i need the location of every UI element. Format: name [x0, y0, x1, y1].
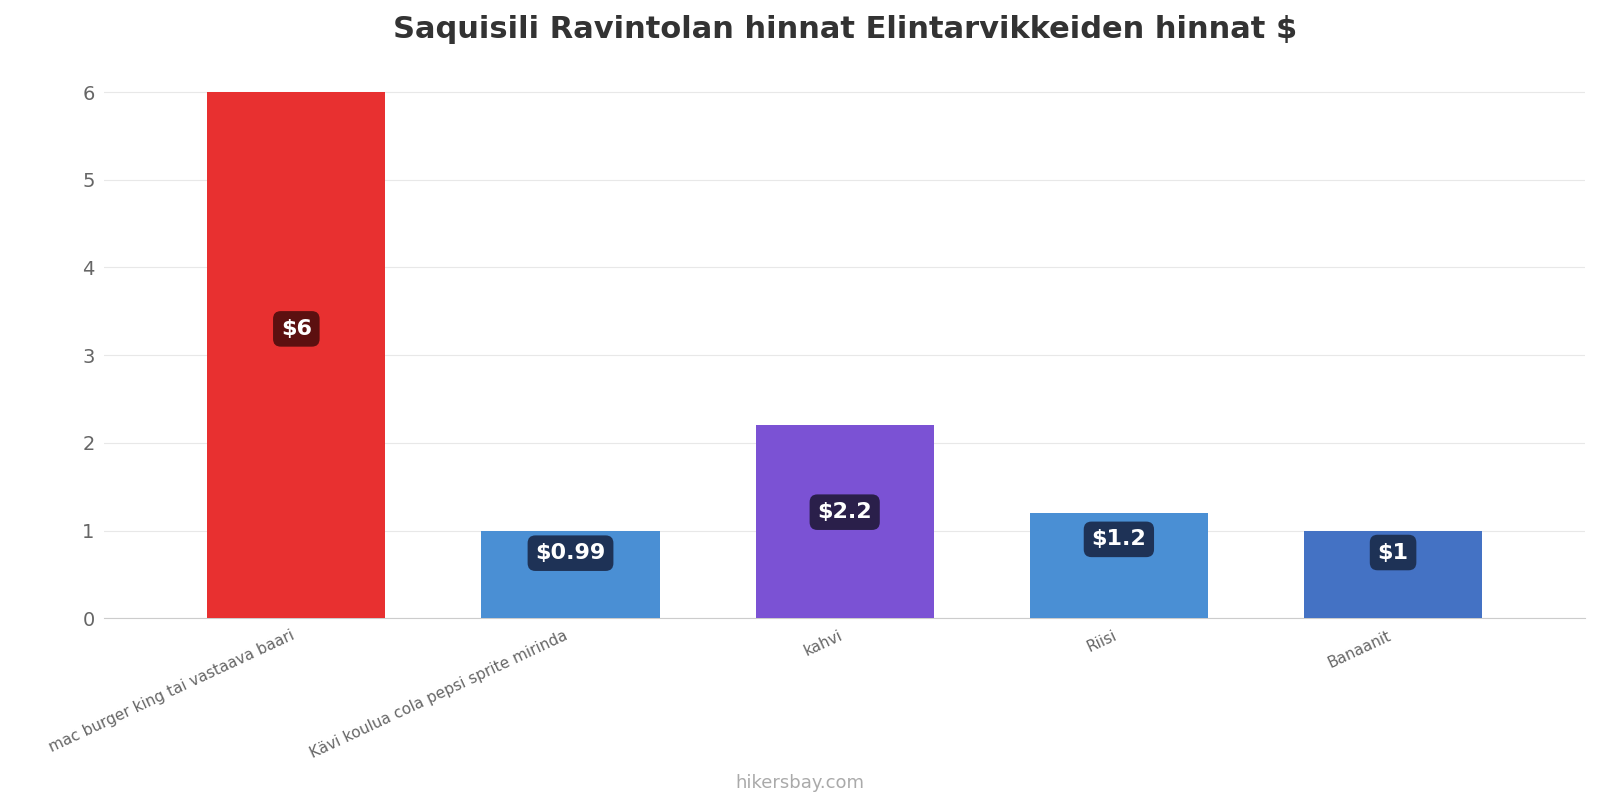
Text: $1.2: $1.2	[1091, 530, 1146, 550]
Bar	[482, 531, 659, 618]
Text: $6: $6	[282, 319, 312, 339]
Text: $0.99: $0.99	[536, 543, 606, 563]
Text: $1: $1	[1378, 542, 1408, 562]
Title: Saquisili Ravintolan hinnat Elintarvikkeiden hinnat $: Saquisili Ravintolan hinnat Elintarvikke…	[392, 15, 1298, 44]
Text: hikersbay.com: hikersbay.com	[736, 774, 864, 792]
Bar	[1304, 530, 1482, 618]
Bar	[208, 92, 386, 618]
Bar	[755, 426, 934, 618]
Bar	[1030, 513, 1208, 618]
Text: $2.2: $2.2	[818, 502, 872, 522]
